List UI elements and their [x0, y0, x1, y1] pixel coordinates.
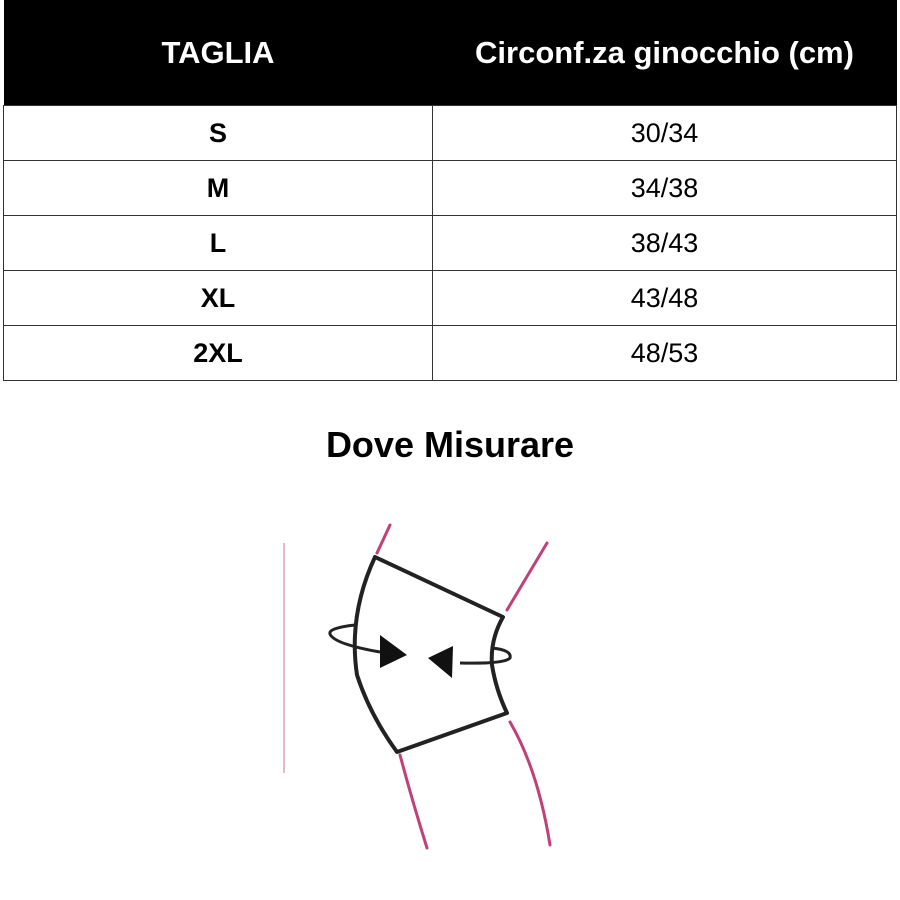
- range-cell: 48/53: [432, 325, 897, 381]
- header-knee-circumference: Circonf.za ginocchio (cm): [432, 0, 897, 106]
- table-row: M 34/38: [3, 160, 897, 216]
- table-row: 2XL 48/53: [3, 325, 897, 381]
- size-table: TAGLIA Circonf.za ginocchio (cm) S 30/34…: [3, 0, 897, 381]
- header-size: TAGLIA: [3, 0, 433, 106]
- size-cell: L: [3, 215, 433, 271]
- table-row: XL 43/48: [3, 270, 897, 326]
- size-cell: M: [3, 160, 433, 216]
- knee-measure-illustration: [283, 523, 552, 850]
- leg-outline: [375, 523, 552, 850]
- arrow-right-icon: [380, 635, 407, 668]
- table-row: L 38/43: [3, 215, 897, 271]
- table-row: S 30/34: [3, 105, 897, 161]
- size-cell: XL: [3, 270, 433, 326]
- knee-brace-outline: [352, 555, 509, 754]
- measure-loop-icon: [328, 623, 512, 665]
- range-cell: 30/34: [432, 105, 897, 161]
- range-cell: 43/48: [432, 270, 897, 326]
- table-header-row: TAGLIA Circonf.za ginocchio (cm): [3, 0, 897, 106]
- range-cell: 38/43: [432, 215, 897, 271]
- arrow-left-icon: [428, 646, 453, 678]
- range-cell: 34/38: [432, 160, 897, 216]
- section-title: Dove Misurare: [325, 424, 575, 465]
- size-cell: S: [3, 105, 433, 161]
- size-cell: 2XL: [3, 325, 433, 381]
